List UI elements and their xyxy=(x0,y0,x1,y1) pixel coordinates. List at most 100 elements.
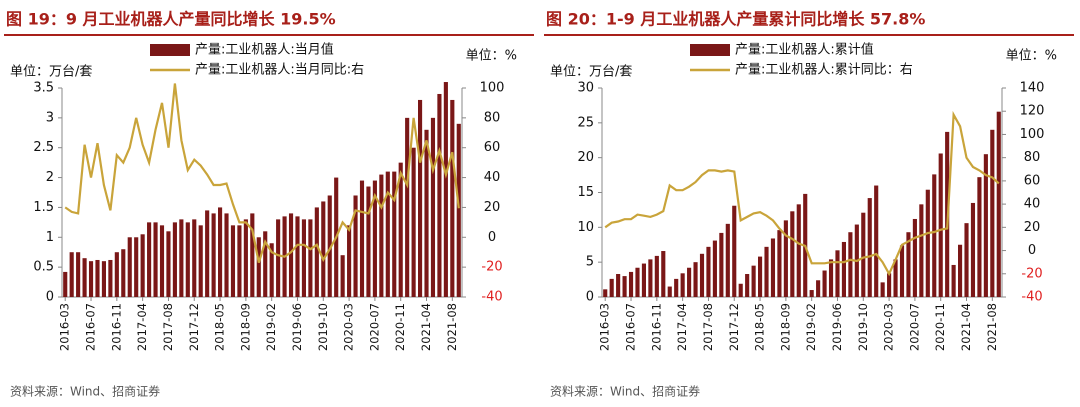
bar xyxy=(790,211,795,297)
bar xyxy=(648,259,653,297)
x-tick-label: 2018-05 xyxy=(213,303,227,351)
bar xyxy=(893,259,898,297)
legend-swatch xyxy=(150,44,190,56)
bar xyxy=(218,207,223,297)
chart-title: 图 19：9 月工业机器人产量同比增长 19.5% xyxy=(6,10,336,29)
x-tick-label: 2020-07 xyxy=(367,303,381,351)
bar xyxy=(654,255,659,297)
y2-tick-label: 40 xyxy=(484,170,501,185)
source: 资料来源：Wind、招商证券 xyxy=(10,384,160,399)
bar xyxy=(958,244,963,297)
bar xyxy=(347,225,352,297)
bar xyxy=(667,286,672,297)
bar xyxy=(706,246,711,297)
bar xyxy=(751,265,756,297)
bar xyxy=(230,225,236,297)
bar xyxy=(990,129,995,297)
title-rule xyxy=(544,34,1074,36)
bar xyxy=(809,290,814,297)
y-unit: 单位：万台/套 xyxy=(550,64,632,80)
x-tick-label: 2016-11 xyxy=(649,303,663,351)
y-tick-label: 0.5 xyxy=(33,260,54,275)
bar xyxy=(450,99,455,297)
bar xyxy=(63,271,68,297)
bar xyxy=(835,250,840,297)
y-tick-label: 2 xyxy=(46,170,54,185)
bar xyxy=(250,213,255,297)
bar xyxy=(628,271,634,297)
bar xyxy=(732,205,737,297)
bar xyxy=(996,111,1001,297)
bar xyxy=(899,245,905,297)
bar xyxy=(745,274,750,297)
x-tick-label: 2016-03 xyxy=(598,303,612,351)
y-tick-label: 1.5 xyxy=(33,200,54,215)
y2-tick-label: -20 xyxy=(1021,266,1042,281)
bar xyxy=(314,207,319,297)
bar xyxy=(411,147,416,297)
x-tick-label: 2016-07 xyxy=(624,303,638,351)
bar xyxy=(661,251,666,297)
bar xyxy=(641,263,646,297)
bar xyxy=(392,171,397,297)
bar xyxy=(192,219,197,297)
bar xyxy=(693,262,698,297)
y-tick-label: 3 xyxy=(46,110,54,125)
bar xyxy=(964,223,969,297)
y-tick-label: 20 xyxy=(577,150,594,165)
bar xyxy=(295,216,300,297)
bar xyxy=(327,195,332,297)
source: 资料来源：Wind、招商证券 xyxy=(550,384,700,399)
bar xyxy=(418,99,423,297)
bar xyxy=(134,237,139,297)
bar xyxy=(108,259,113,297)
legend-label: 产量:工业机器人:累计值 xyxy=(735,42,874,58)
bar xyxy=(770,238,776,297)
bar xyxy=(114,252,119,297)
bar xyxy=(205,210,210,297)
bar xyxy=(398,162,403,297)
bar xyxy=(906,232,911,297)
x-tick-label: 2020-11 xyxy=(393,303,407,351)
y2-tick-label: 60 xyxy=(484,140,501,155)
line xyxy=(64,83,460,264)
bar xyxy=(301,219,306,297)
x-tick-label: 2019-06 xyxy=(290,303,304,351)
y-tick-label: 5 xyxy=(586,255,594,270)
bar xyxy=(932,174,937,297)
y-tick-label: 30 xyxy=(577,81,594,96)
bar xyxy=(237,225,242,297)
bar xyxy=(147,222,152,297)
bar xyxy=(919,204,924,297)
bar xyxy=(777,230,782,297)
bar xyxy=(861,212,866,297)
bar xyxy=(172,222,177,297)
bar xyxy=(758,256,763,297)
bar xyxy=(385,171,390,297)
bar xyxy=(101,261,106,297)
bar xyxy=(925,189,930,297)
legend-label: 产量:工业机器人:当月值 xyxy=(195,42,334,58)
bar xyxy=(76,252,81,297)
bar xyxy=(443,82,448,298)
bar xyxy=(699,253,705,297)
bar xyxy=(321,201,326,297)
bar xyxy=(256,237,261,297)
x-tick-label: 2017-12 xyxy=(727,303,741,351)
legend-label: 产量:工业机器人:当月同比:右 xyxy=(195,63,364,78)
y-tick-label: 2.5 xyxy=(33,140,54,155)
bar xyxy=(82,258,87,297)
bar xyxy=(243,219,248,297)
x-tick-label: 2020-03 xyxy=(342,303,356,351)
bar xyxy=(867,198,872,297)
x-tick-label: 2019-06 xyxy=(830,303,844,351)
bar xyxy=(405,117,410,297)
legend-swatch xyxy=(690,44,730,56)
x-tick-label: 2016-07 xyxy=(84,303,98,351)
bar xyxy=(179,219,184,297)
bar xyxy=(951,264,956,297)
x-tick-label: 2021-08 xyxy=(445,303,459,351)
bar xyxy=(828,259,834,297)
bar xyxy=(276,219,281,297)
